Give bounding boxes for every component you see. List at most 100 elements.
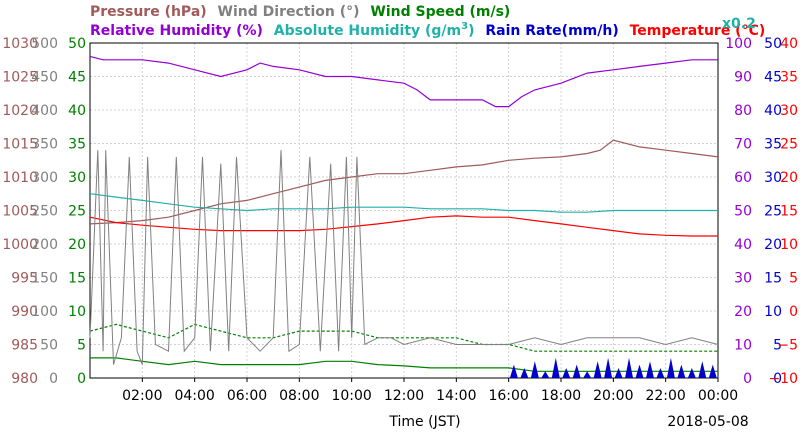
tick-temperature: 10 <box>780 237 798 253</box>
series-wind-speed-m-s <box>90 357 718 372</box>
tick-pressure: 1015 <box>2 137 38 153</box>
legend-pressure: Pressure (hPa) <box>90 4 207 20</box>
legend-multiplier: x0.2 <box>722 16 756 32</box>
rain-bar <box>541 371 550 378</box>
tick-rain: 25 <box>764 204 782 220</box>
tick-pressure: 1010 <box>2 170 38 186</box>
tick-temperature: 25 <box>780 137 798 153</box>
x-tick-label: 04:00 <box>174 388 214 404</box>
tick-rain: 45 <box>764 70 782 86</box>
legend-absolute-humidity-sup: 3 <box>461 21 468 32</box>
tick-wind-dir: 450 <box>31 70 58 86</box>
rain-bar <box>530 361 539 378</box>
tick-temperature: 40 <box>780 36 798 52</box>
tick-pressure: 1020 <box>2 103 38 119</box>
rain-bar <box>604 357 613 378</box>
tick-temperature: 20 <box>780 170 798 186</box>
tick-humidity: 20 <box>734 304 752 320</box>
tick-rain: 40 <box>764 103 782 119</box>
legend-row-1: Pressure (hPa) Wind Direction (°) Wind S… <box>90 4 510 20</box>
tick-wind-dir: 150 <box>31 271 58 287</box>
tick-wind-speed: 15 <box>68 271 86 287</box>
legend-wind-speed: Wind Speed (m/s) <box>370 4 510 20</box>
x-tick-label: 20:00 <box>593 388 633 404</box>
tick-wind-speed: 35 <box>68 137 86 153</box>
x-axis: 02:00 04:00 06:00 08:00 10:00 12:00 14:00 16:00… <box>122 378 738 404</box>
tick-rain: 15 <box>764 271 782 287</box>
tick-wind-speed: 40 <box>68 103 86 119</box>
tick-pressure: 1025 <box>2 70 38 86</box>
tick-wind-dir: 0 <box>49 371 58 387</box>
rain-bar <box>614 367 623 378</box>
tick-pressure: 980 <box>11 371 38 387</box>
x-tick-label: 12:00 <box>384 388 424 404</box>
tick-wind-dir: 300 <box>31 170 58 186</box>
rain-bar <box>687 367 696 378</box>
rain-bar <box>645 361 654 378</box>
tick-pressure: 990 <box>11 304 38 320</box>
legend-wind-direction: Wind Direction (°) <box>218 4 360 20</box>
x-tick-label: 02:00 <box>122 388 162 404</box>
legend-row-2: Relative Humidity (%) Absolute Humidity … <box>90 21 765 39</box>
tick-pressure: 1005 <box>2 204 38 220</box>
x-axis-label: Time (JST) <box>388 414 460 430</box>
rain-bar <box>551 357 560 378</box>
tick-wind-dir: 350 <box>31 137 58 153</box>
tick-wind-speed: 20 <box>68 237 86 253</box>
legend-temperature: Temperature (°C) <box>630 23 766 39</box>
rain-bar <box>698 361 707 378</box>
rain-bar <box>572 364 581 378</box>
legend-rain-rate: Rain Rate(mm/h) <box>485 23 618 39</box>
tick-temperature: 0 <box>789 304 798 320</box>
tick-humidity: 70 <box>734 137 752 153</box>
tick-pressure: 995 <box>11 271 38 287</box>
tick-wind-dir: 400 <box>31 103 58 119</box>
tick-temperature: 15 <box>780 204 798 220</box>
series-temperature-c <box>89 215 718 237</box>
tick-rain: 5 <box>773 338 782 354</box>
rain-bar <box>520 367 529 378</box>
series-absolute-humidity-g-m3 <box>89 193 718 213</box>
tick-humidity: 50 <box>734 204 752 220</box>
tick-wind-dir: 50 <box>40 338 58 354</box>
tick-humidity: 100 <box>725 36 752 52</box>
right-axes: 1009080706050403020100504540353025201510… <box>725 36 798 387</box>
x-tick-label: 00:00 <box>698 388 738 404</box>
x-tick-label: 06:00 <box>227 388 267 404</box>
tick-rain: 50 <box>764 36 782 52</box>
legend-absolute-humidity: Absolute Humidity (g/m <box>274 23 461 39</box>
tick-rain: 10 <box>764 304 782 320</box>
tick-pressure: 985 <box>11 338 38 354</box>
tick-rain: 20 <box>764 237 782 253</box>
tick-wind-dir: 500 <box>31 36 58 52</box>
x-tick-label: 16:00 <box>488 388 528 404</box>
tick-temperature: −5 <box>777 338 798 354</box>
tick-temperature: 30 <box>780 103 798 119</box>
rain-bar <box>625 357 634 378</box>
series-wind-speed-gust-m-s <box>89 323 718 352</box>
tick-humidity: 90 <box>734 70 752 86</box>
tick-wind-dir: 250 <box>31 204 58 220</box>
rain-bar <box>509 364 518 378</box>
series-wind-direction <box>89 150 719 365</box>
series-pressure-hpa <box>89 139 719 225</box>
left-axes: 1030102510201015101010051000995990985980… <box>2 36 86 387</box>
rain-bar <box>593 361 602 378</box>
tick-humidity: 30 <box>734 271 752 287</box>
legend-absolute-humidity-tail: ) <box>468 23 474 39</box>
legend-relative-humidity: Relative Humidity (%) <box>90 23 263 39</box>
tick-humidity: 0 <box>743 371 752 387</box>
rain-bar <box>635 364 644 378</box>
rain-bar <box>666 357 675 378</box>
tick-rain: 30 <box>764 170 782 186</box>
tick-temperature: −10 <box>768 371 798 387</box>
tick-wind-speed: 5 <box>77 338 86 354</box>
tick-rain: 35 <box>764 137 782 153</box>
tick-temperature: 5 <box>789 271 798 287</box>
tick-humidity: 80 <box>734 103 752 119</box>
chart-date: 2018-05-08 <box>667 414 748 430</box>
plot-area <box>89 42 719 379</box>
tick-wind-speed: 0 <box>77 371 86 387</box>
tick-wind-speed: 50 <box>68 36 86 52</box>
